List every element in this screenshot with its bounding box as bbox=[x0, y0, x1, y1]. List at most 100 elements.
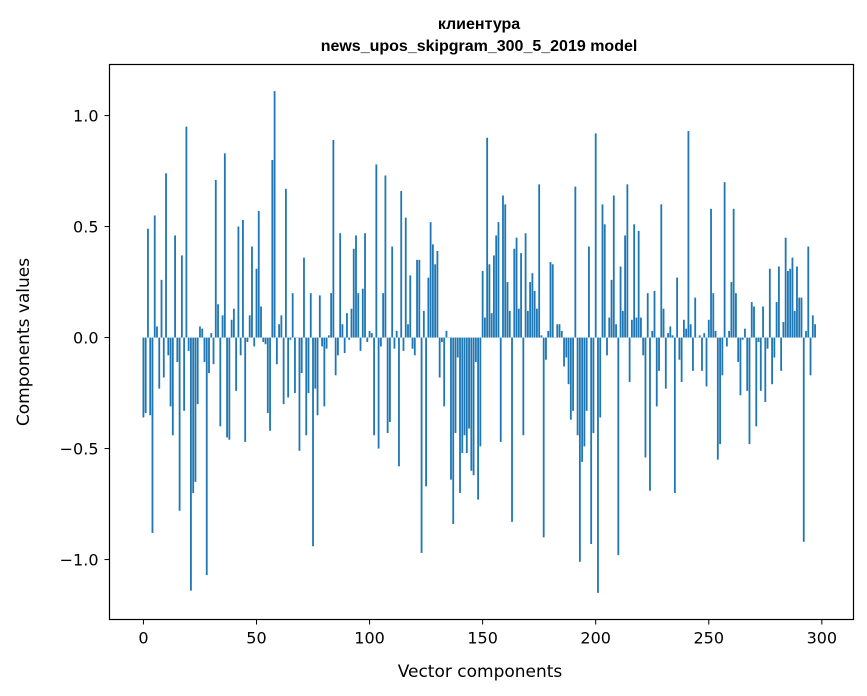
bar bbox=[176, 337, 179, 362]
bar bbox=[244, 337, 247, 442]
x-tick-label: 200 bbox=[580, 629, 611, 648]
bar bbox=[517, 308, 520, 338]
bar bbox=[710, 208, 712, 338]
bar bbox=[497, 222, 500, 338]
bar bbox=[300, 337, 303, 374]
bar bbox=[350, 308, 353, 338]
bar bbox=[585, 337, 588, 411]
bar bbox=[465, 337, 468, 453]
bar bbox=[162, 337, 165, 378]
bar bbox=[728, 330, 731, 338]
bar bbox=[402, 337, 405, 351]
bar bbox=[180, 255, 183, 338]
bar bbox=[375, 164, 378, 338]
bar bbox=[312, 337, 314, 547]
bar bbox=[429, 222, 432, 338]
x-tick-label: 50 bbox=[246, 629, 266, 648]
bar bbox=[205, 337, 208, 576]
bar bbox=[682, 319, 685, 338]
bar bbox=[219, 337, 222, 427]
bar bbox=[474, 337, 477, 362]
bar bbox=[744, 328, 746, 338]
bar bbox=[515, 237, 518, 338]
bar bbox=[309, 293, 312, 338]
bar bbox=[574, 186, 577, 338]
bar bbox=[248, 315, 251, 338]
bar bbox=[798, 297, 801, 338]
bar bbox=[800, 297, 803, 338]
chart-title: клиентура bbox=[438, 16, 520, 33]
bar bbox=[355, 235, 357, 338]
bar bbox=[223, 153, 226, 338]
bar bbox=[759, 337, 762, 391]
bar bbox=[418, 259, 421, 338]
bar bbox=[422, 310, 425, 338]
bar bbox=[653, 290, 656, 338]
bar bbox=[551, 264, 554, 338]
bar bbox=[156, 326, 158, 338]
bar bbox=[698, 335, 701, 338]
bar bbox=[802, 337, 805, 542]
bar bbox=[676, 277, 679, 338]
bar bbox=[463, 337, 466, 436]
bar bbox=[214, 179, 217, 338]
bar bbox=[287, 337, 290, 398]
bar bbox=[502, 195, 504, 338]
bar bbox=[190, 337, 192, 591]
x-tick-label: 300 bbox=[807, 629, 838, 648]
bar bbox=[597, 337, 599, 593]
bar bbox=[511, 337, 513, 522]
bar bbox=[416, 259, 418, 338]
bar bbox=[490, 313, 493, 338]
bar bbox=[536, 308, 538, 338]
bar bbox=[280, 315, 283, 338]
bar bbox=[470, 337, 473, 471]
bar bbox=[576, 337, 579, 436]
bar bbox=[217, 304, 219, 338]
bar bbox=[160, 279, 163, 338]
bar bbox=[775, 302, 778, 338]
bar bbox=[443, 337, 446, 407]
bar bbox=[567, 337, 570, 385]
bar bbox=[558, 324, 561, 338]
bar bbox=[594, 133, 597, 338]
bar bbox=[529, 282, 532, 338]
bar bbox=[303, 257, 305, 338]
y-axis-label: Components values bbox=[14, 258, 34, 426]
bar bbox=[386, 337, 389, 434]
bar bbox=[660, 204, 663, 338]
bar bbox=[617, 337, 620, 556]
bar bbox=[599, 337, 602, 418]
bar bbox=[608, 317, 611, 338]
bar bbox=[565, 337, 568, 358]
bar bbox=[646, 293, 649, 338]
bar bbox=[318, 295, 321, 338]
bar bbox=[208, 337, 210, 374]
bar bbox=[488, 264, 491, 338]
bar bbox=[400, 191, 403, 338]
bar bbox=[481, 270, 484, 338]
bar bbox=[271, 159, 274, 338]
bar bbox=[703, 333, 706, 338]
bar bbox=[454, 337, 457, 434]
bar bbox=[814, 324, 816, 338]
bar bbox=[712, 293, 715, 338]
bar bbox=[603, 224, 606, 338]
bar bbox=[526, 310, 529, 338]
x-axis-label: Vector components bbox=[398, 662, 563, 682]
bar-series bbox=[142, 91, 816, 593]
bar bbox=[642, 337, 645, 356]
bar bbox=[284, 188, 287, 338]
bar bbox=[404, 217, 407, 338]
bar bbox=[730, 282, 733, 338]
bar bbox=[409, 275, 412, 338]
bar bbox=[791, 257, 794, 338]
bar bbox=[581, 337, 584, 462]
bar bbox=[692, 337, 694, 371]
bar bbox=[257, 211, 260, 338]
bar bbox=[321, 337, 323, 347]
bar bbox=[316, 337, 319, 416]
bar bbox=[687, 131, 690, 338]
bar bbox=[185, 126, 188, 338]
bar bbox=[685, 328, 688, 338]
